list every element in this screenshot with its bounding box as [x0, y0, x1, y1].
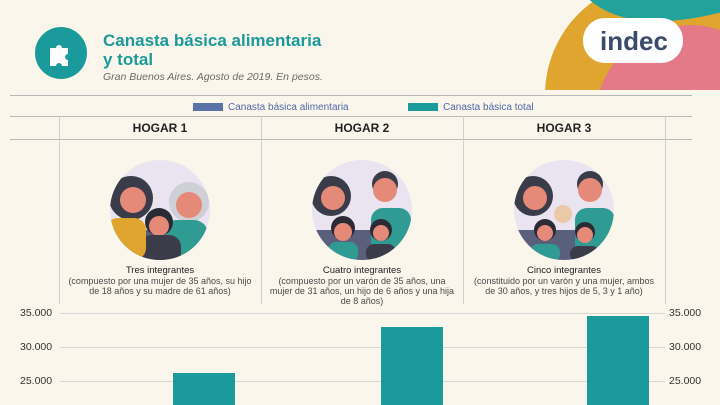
household-2-heading: HOGAR 2	[334, 121, 390, 135]
household-2-members: Cuatro integrantes (compuesto por un var…	[267, 265, 457, 307]
household-1-heading: HOGAR 1	[132, 121, 188, 135]
legend-item-alimentaria: Canasta básica alimentaria	[193, 100, 349, 114]
bar-total-2	[381, 326, 443, 405]
household-1-members-detail: (compuesto por una mujer de 35 años, su …	[68, 276, 252, 296]
bar-total-1	[173, 372, 235, 405]
puzzle-icon	[35, 27, 87, 79]
table-top-line	[10, 116, 692, 117]
column-separator	[261, 116, 262, 304]
legend-divider	[10, 95, 692, 96]
column-separator	[59, 116, 60, 304]
household-1-illustration	[101, 160, 219, 260]
household-2-members-title: Cuatro integrantes	[322, 265, 402, 276]
y-tick-label-right: 35.000	[669, 307, 702, 319]
household-1-members-title: Tres integrantes	[125, 265, 195, 276]
page-subtitle: Gran Buenos Aires. Agosto de 2019. En pe…	[103, 71, 323, 83]
column-separator	[463, 116, 464, 304]
table-header-line	[10, 139, 692, 140]
logo-background	[540, 0, 720, 90]
y-tick-label-right: 30.000	[669, 341, 702, 353]
gridline	[60, 381, 665, 382]
y-tick-label-left: 25.000	[20, 375, 53, 387]
household-3-heading: HOGAR 3	[536, 121, 592, 135]
y-tick-label-left: 35.000	[20, 307, 53, 319]
y-tick-label-left: 30.000	[20, 341, 53, 353]
legend-swatch-teal	[408, 103, 438, 111]
indec-logo: indec	[600, 26, 668, 56]
bar-chart: 35.000 30.000 25.000 35.000 30.000 25.00…	[0, 305, 720, 405]
header: Canasta básica alimentaria y total Gran …	[0, 0, 720, 95]
household-3-members: Cinco integrantes (constituido por un va…	[469, 265, 659, 297]
household-3-illustration	[505, 160, 623, 260]
page-title: Canasta básica alimentaria y total	[103, 31, 322, 69]
household-3-members-detail: (constituido por un varón y una mujer, a…	[473, 276, 655, 296]
gridline	[60, 313, 665, 314]
legend-label-total: Canasta básica total	[443, 101, 534, 113]
legend-label-alimentaria: Canasta básica alimentaria	[228, 101, 349, 113]
household-2-illustration	[303, 160, 421, 260]
bar-total-3	[587, 315, 649, 405]
y-tick-label-right: 25.000	[669, 375, 702, 387]
column-separator	[665, 116, 666, 304]
legend-item-total: Canasta básica total	[408, 100, 534, 114]
gridline	[60, 347, 665, 348]
household-3-members-title: Cinco integrantes	[527, 265, 601, 276]
household-1-members: Tres integrantes (compuesto por una muje…	[65, 265, 255, 297]
household-2-members-detail: (compuesto por un varón de 35 años, una …	[269, 276, 455, 306]
legend-swatch-blue	[193, 103, 223, 111]
